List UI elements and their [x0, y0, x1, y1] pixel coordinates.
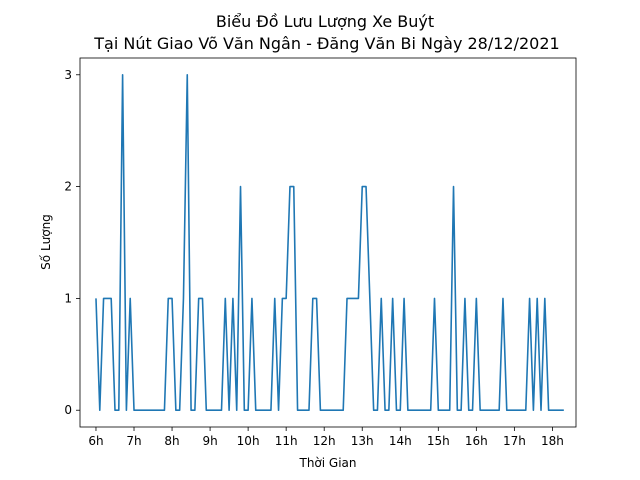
- y-tick-label: 3: [64, 68, 72, 82]
- y-tick-label: 0: [64, 403, 72, 417]
- chart-subtitle: Tại Nút Giao Võ Văn Ngân - Đăng Văn Bi N…: [93, 34, 559, 53]
- x-tick-label: 6h: [88, 434, 103, 448]
- chart-title: Biểu Đồ Lưu Lượng Xe Buýt: [216, 12, 434, 31]
- x-tick-label: 7h: [126, 434, 141, 448]
- x-axis-label: Thời Gian: [298, 456, 356, 470]
- x-tick-label: 15h: [427, 434, 450, 448]
- plot-frame: [79, 57, 577, 428]
- x-tick-label: 8h: [164, 434, 179, 448]
- y-axis-ticks: 0 1 2 3: [64, 68, 80, 417]
- series-line-0: [95, 73, 564, 412]
- x-tick-label: 12h: [313, 434, 336, 448]
- x-tick-label: 13h: [351, 434, 374, 448]
- y-tick-label: 1: [64, 291, 72, 305]
- x-axis-ticks: 6h 7h 8h 9h 10h 11h 12h 13h 14h 15h 16h 17h 18h: [88, 427, 564, 448]
- plot-marks: [95, 73, 564, 412]
- x-tick-label: 9h: [202, 434, 217, 448]
- y-tick-label: 2: [64, 180, 72, 194]
- y-axis-label: Số Lượng: [39, 214, 53, 270]
- x-tick-label: 10h: [237, 434, 260, 448]
- x-tick-label: 16h: [465, 434, 488, 448]
- x-tick-label: 11h: [275, 434, 298, 448]
- x-tick-label: 14h: [389, 434, 412, 448]
- x-tick-label: 18h: [541, 434, 564, 448]
- x-tick-label: 17h: [503, 434, 526, 448]
